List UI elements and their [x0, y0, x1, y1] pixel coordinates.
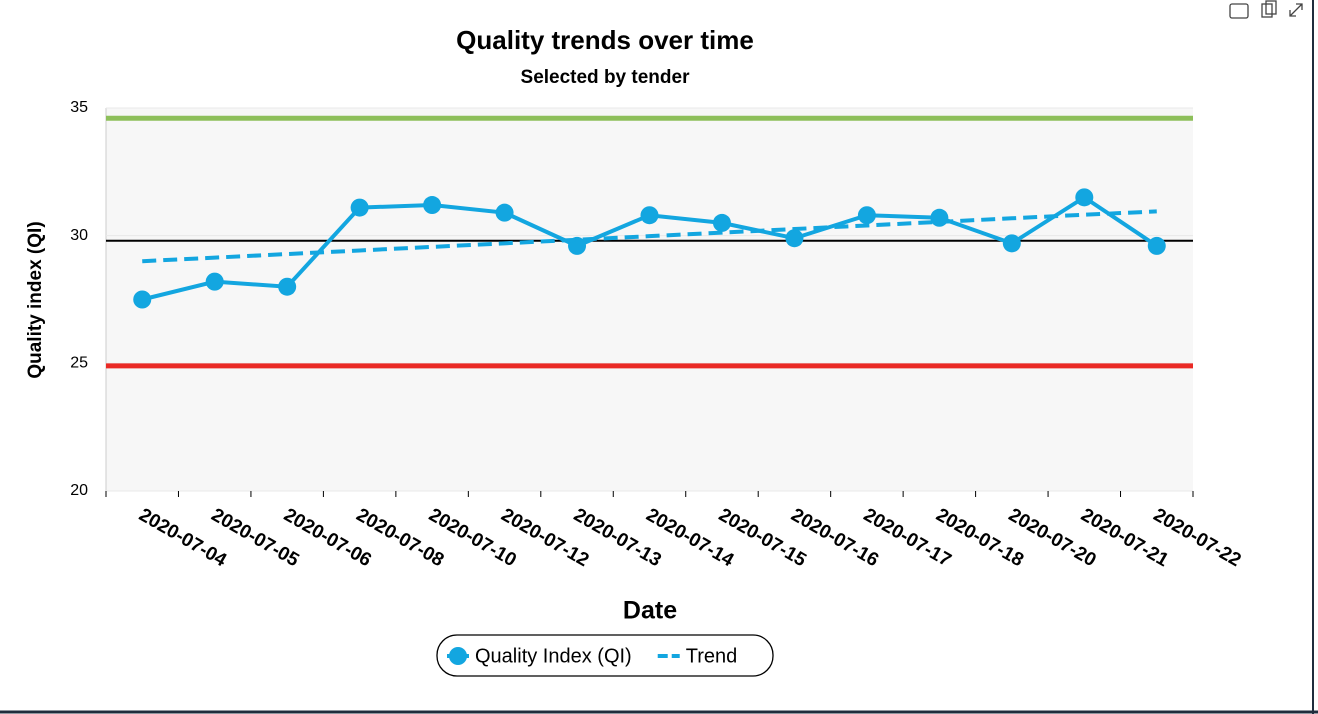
toolbar	[1229, 0, 1303, 19]
y-tick-label: 20	[70, 482, 88, 499]
download-icon[interactable]	[1229, 3, 1249, 19]
y-tick-label: 35	[70, 99, 88, 116]
point	[495, 203, 514, 222]
x-axis-title: Date	[623, 597, 677, 625]
point	[350, 198, 369, 217]
point	[857, 206, 876, 225]
chart-title: Quality trends over time	[456, 25, 754, 55]
y-axis-title: Quality index (QI)	[25, 221, 46, 378]
legend	[436, 634, 774, 677]
chart-subtitle: Selected by tender	[521, 67, 691, 88]
copy-icon[interactable]	[1261, 3, 1273, 18]
point	[930, 208, 949, 227]
point	[423, 196, 442, 215]
y-tick-label: 25	[70, 355, 88, 372]
point	[205, 272, 224, 291]
legend-label: Trend	[686, 645, 738, 667]
legend-swatch	[449, 647, 467, 665]
point	[1002, 234, 1021, 253]
trend-line	[142, 209, 1157, 264]
plot-background	[106, 108, 1193, 491]
point	[278, 277, 297, 296]
point	[640, 206, 659, 225]
point	[133, 290, 152, 309]
point	[785, 229, 804, 248]
expand-icon[interactable]	[1289, 3, 1303, 17]
point	[1075, 188, 1094, 207]
point	[712, 213, 731, 232]
copy-icon-back	[1265, 0, 1277, 15]
y-tick-label: 30	[70, 227, 88, 244]
legend-label: Quality Index (QI)	[475, 645, 632, 667]
point	[1147, 236, 1166, 255]
